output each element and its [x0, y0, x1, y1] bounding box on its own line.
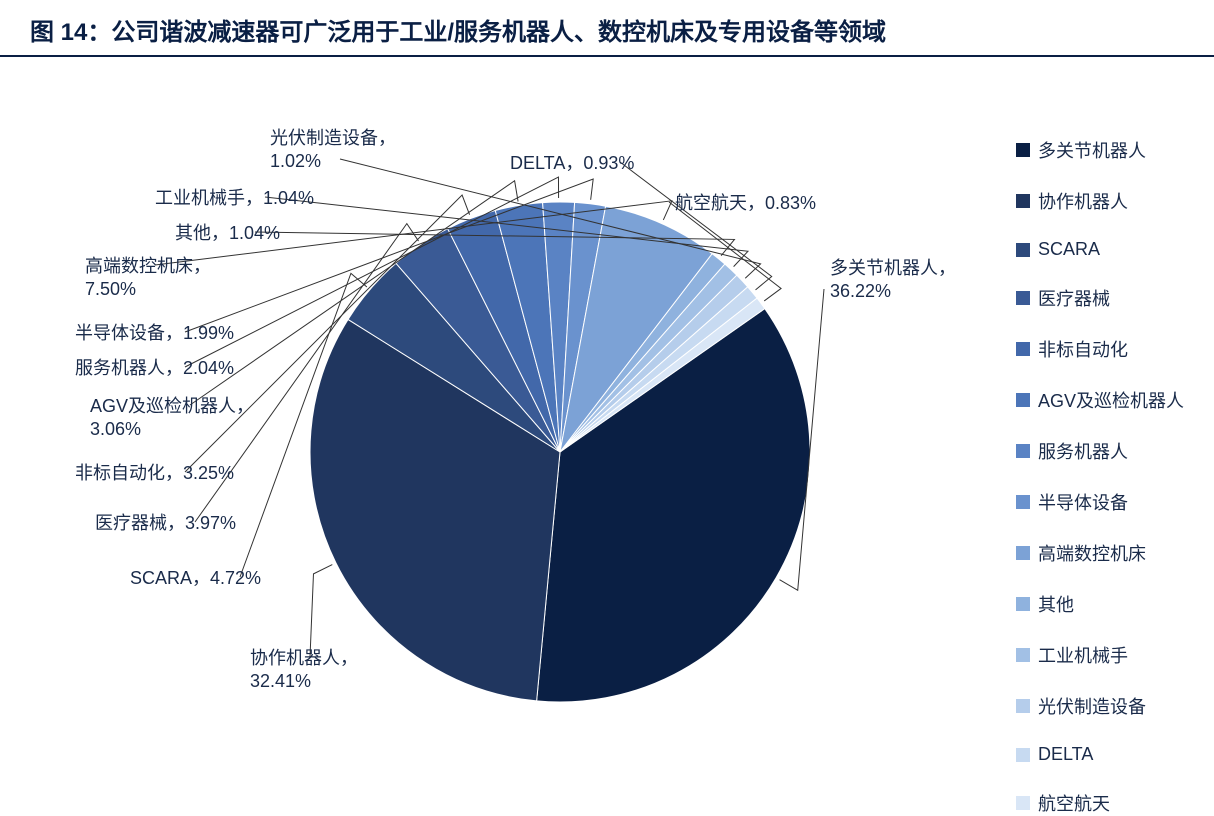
legend-swatch — [1016, 699, 1030, 713]
legend-item: 医疗器械 — [1016, 285, 1184, 311]
slice-label: 航空航天，0.83% — [675, 192, 816, 215]
chart-title: 图 14：公司谐波减速器可广泛用于工业/服务机器人、数控机床及专用设备等领域 — [30, 12, 1184, 47]
legend-item: 服务机器人 — [1016, 438, 1184, 464]
legend-item: 工业机械手 — [1016, 642, 1184, 668]
slice-label: 高端数控机床，7.50% — [85, 255, 211, 302]
slice-label: 其他，1.04% — [175, 222, 280, 245]
legend-item: 其他 — [1016, 591, 1184, 617]
legend-swatch — [1016, 546, 1030, 560]
slice-label: DELTA，0.93% — [510, 152, 634, 175]
slice-label: AGV及巡检机器人，3.06% — [90, 395, 254, 442]
slice-label: 工业机械手，1.04% — [155, 187, 314, 210]
slice-label: 协作机器人，32.41% — [250, 647, 358, 694]
chart-title-region: 图 14：公司谐波减速器可广泛用于工业/服务机器人、数控机床及专用设备等领域 — [0, 0, 1214, 57]
legend-label: 工业机械手 — [1038, 642, 1128, 668]
legend-item: 协作机器人 — [1016, 188, 1184, 214]
legend-swatch — [1016, 243, 1030, 257]
legend-label: 其他 — [1038, 591, 1074, 617]
slice-label: 服务机器人，2.04% — [75, 357, 234, 380]
legend-label: 非标自动化 — [1038, 336, 1128, 362]
legend-label: 协作机器人 — [1038, 188, 1128, 214]
legend-label: 医疗器械 — [1038, 285, 1110, 311]
legend-swatch — [1016, 648, 1030, 662]
legend-label: DELTA — [1038, 744, 1093, 765]
legend-item: 光伏制造设备 — [1016, 693, 1184, 719]
legend-swatch — [1016, 444, 1030, 458]
slice-label: 多关节机器人，36.22% — [830, 257, 956, 304]
legend-label: 光伏制造设备 — [1038, 693, 1146, 719]
legend-item: 多关节机器人 — [1016, 137, 1184, 163]
legend-label: 半导体设备 — [1038, 489, 1128, 515]
legend-swatch — [1016, 597, 1030, 611]
leader-line — [310, 565, 332, 657]
legend-label: 航空航天 — [1038, 790, 1110, 816]
slice-label: 光伏制造设备，1.02% — [270, 127, 396, 174]
legend-item: AGV及巡检机器人 — [1016, 387, 1184, 413]
chart-area: 多关节机器人协作机器人SCARA医疗器械非标自动化AGV及巡检机器人服务机器人半… — [0, 57, 1214, 797]
legend-label: 服务机器人 — [1038, 438, 1128, 464]
legend-swatch — [1016, 143, 1030, 157]
legend-swatch — [1016, 342, 1030, 356]
legend-label: AGV及巡检机器人 — [1038, 387, 1184, 413]
legend-item: DELTA — [1016, 744, 1184, 765]
legend-swatch — [1016, 194, 1030, 208]
slice-label: 半导体设备，1.99% — [75, 322, 234, 345]
legend-swatch — [1016, 291, 1030, 305]
legend-item: 航空航天 — [1016, 790, 1184, 816]
slice-label: SCARA，4.72% — [130, 567, 261, 590]
legend-label: 高端数控机床 — [1038, 540, 1146, 566]
slice-label: 非标自动化，3.25% — [75, 462, 234, 485]
legend-swatch — [1016, 796, 1030, 810]
chart-legend: 多关节机器人协作机器人 SCARA 医疗器械非标自动化 AGV及巡检机器人服务机器人半… — [1016, 137, 1184, 816]
legend-item: 半导体设备 — [1016, 489, 1184, 515]
legend-item: 非标自动化 — [1016, 336, 1184, 362]
legend-item: SCARA — [1016, 239, 1184, 260]
legend-label: 多关节机器人 — [1038, 137, 1146, 163]
legend-swatch — [1016, 393, 1030, 407]
legend-label: SCARA — [1038, 239, 1100, 260]
legend-swatch — [1016, 748, 1030, 762]
slice-label: 医疗器械，3.97% — [95, 512, 236, 535]
legend-item: 高端数控机床 — [1016, 540, 1184, 566]
legend-swatch — [1016, 495, 1030, 509]
